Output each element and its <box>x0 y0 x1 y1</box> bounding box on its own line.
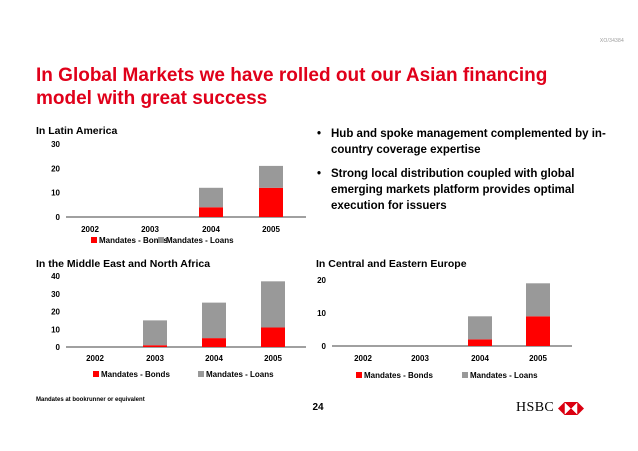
bullet-list: • Hub and spoke management complemented … <box>316 126 616 222</box>
legend-label: Mandates - Loans <box>470 371 538 380</box>
legend-label: Mandates - Bonds <box>101 370 170 379</box>
logo-text: HSBC <box>516 400 555 415</box>
x-tick-label: 2002 <box>354 354 372 363</box>
page-number: 24 <box>312 402 324 413</box>
legend-swatch <box>462 372 468 378</box>
legend-label: Mandates - Bonds <box>99 236 168 245</box>
legend-swatch <box>93 371 99 377</box>
y-tick-label: 30 <box>51 140 60 149</box>
legend-label: Mandates - Loans <box>206 370 274 379</box>
y-tick-label: 20 <box>51 308 60 317</box>
bar-loans <box>143 320 167 346</box>
bar-loans <box>261 281 285 328</box>
bullet-text: Strong local distribution coupled with g… <box>331 168 575 212</box>
y-tick-label: 20 <box>51 164 60 173</box>
legend-swatch <box>91 237 97 243</box>
x-tick-label: 2003 <box>146 354 164 363</box>
bar-bonds <box>259 187 283 217</box>
x-tick-label: 2002 <box>86 354 104 363</box>
legend-swatch <box>158 237 164 243</box>
chart-title-latin-america: In Latin America <box>36 125 118 137</box>
legend-label: Mandates - Bonds <box>364 371 433 380</box>
bar-bonds <box>202 338 226 347</box>
y-tick-label: 0 <box>322 342 327 351</box>
x-tick-label: 2004 <box>471 354 489 363</box>
bullet-item: • Strong local distribution coupled with… <box>316 166 616 214</box>
slide-title: In Global Markets we have rolled out our… <box>36 65 548 109</box>
x-tick-label: 2003 <box>411 354 429 363</box>
bullet-item: • Hub and spoke management complemented … <box>316 126 616 158</box>
bar-bonds <box>199 207 223 217</box>
y-tick-label: 20 <box>317 276 326 285</box>
legend-swatch <box>198 371 204 377</box>
x-tick-label: 2005 <box>264 354 282 363</box>
y-tick-label: 10 <box>51 189 60 198</box>
x-tick-label: 2005 <box>529 354 547 363</box>
x-tick-label: 2004 <box>205 354 223 363</box>
y-tick-label: 0 <box>56 213 61 222</box>
x-tick-label: 2005 <box>262 225 280 234</box>
x-tick-label: 2002 <box>81 225 99 234</box>
legend-label: Mandates - Loans <box>166 236 234 245</box>
x-tick-label: 2003 <box>141 225 159 234</box>
bar-loans <box>202 302 226 339</box>
footnote: Mandates at bookrunner or equivalent <box>36 397 145 403</box>
chart-title-central-europe: In Central and Eastern Europe <box>316 258 467 270</box>
bar-bonds <box>526 316 550 346</box>
y-tick-label: 10 <box>51 325 60 334</box>
bar-bonds <box>261 327 285 347</box>
y-tick-label: 10 <box>317 309 326 318</box>
bar-loans <box>259 165 283 188</box>
bar-bonds <box>468 339 492 346</box>
bullet-dot-icon: • <box>317 168 322 180</box>
bar-loans <box>199 187 223 208</box>
bar-bonds <box>143 345 167 347</box>
hexagon-logo-icon <box>558 401 585 415</box>
bullet-text: Hub and spoke management complemented by… <box>331 128 606 156</box>
y-tick-label: 40 <box>51 272 60 281</box>
hsbc-logo: HSBC <box>516 400 585 416</box>
bar-loans <box>468 316 492 340</box>
bar-loans <box>526 283 550 317</box>
y-tick-label: 30 <box>51 290 60 299</box>
slide-id: XO/34384 <box>599 38 624 44</box>
bullet-dot-icon: • <box>317 128 322 140</box>
y-tick-label: 0 <box>56 343 61 352</box>
chart-title-middle-east: In the Middle East and North Africa <box>36 258 211 270</box>
x-tick-label: 2004 <box>202 225 220 234</box>
legend-swatch <box>356 372 362 378</box>
